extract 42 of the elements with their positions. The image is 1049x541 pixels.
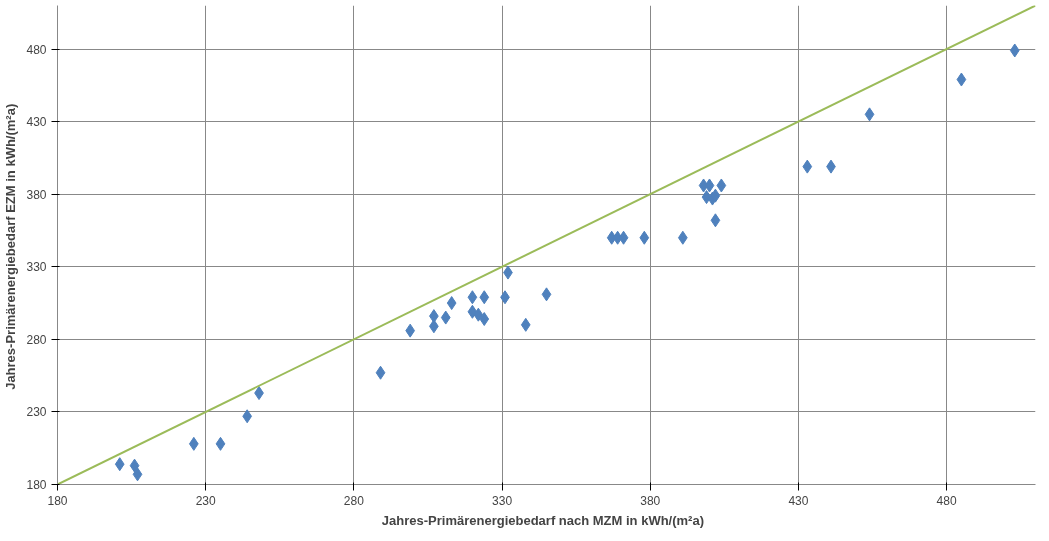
point	[242, 409, 253, 424]
x-tick-label: 280	[343, 493, 365, 508]
point	[215, 436, 226, 451]
point	[467, 290, 478, 305]
point	[618, 230, 629, 245]
point	[704, 178, 715, 193]
y-tick-label: 330	[26, 260, 47, 275]
point	[188, 436, 199, 451]
y-tick-label: 430	[26, 115, 47, 130]
y-tick-label: 480	[26, 42, 47, 57]
x-axis-title: Jahres-Primärenergiebedarf nach MZM in kWh/(m²a)	[381, 512, 704, 528]
point	[716, 178, 727, 193]
point	[677, 230, 688, 245]
point	[440, 310, 451, 325]
point	[710, 213, 721, 228]
point	[864, 107, 875, 122]
point	[479, 312, 490, 327]
x-tick-label: 480	[936, 493, 957, 508]
point	[132, 467, 143, 482]
point	[1009, 43, 1020, 58]
point	[802, 159, 813, 174]
point	[129, 458, 140, 473]
x-tick-label: 230	[195, 493, 217, 508]
point	[446, 296, 457, 311]
point	[114, 457, 125, 472]
point	[639, 230, 650, 245]
point	[479, 290, 490, 305]
point	[541, 287, 552, 302]
point	[520, 317, 531, 332]
y-axis-title: Jahres-Primärenergiebedarf EZM in kWh/(m²a)	[3, 103, 19, 390]
x-tick-label: 380	[640, 493, 661, 508]
y-tick-label: 230	[26, 405, 47, 420]
x-tick-label: 180	[47, 493, 68, 508]
x-tick-label: 330	[492, 493, 513, 508]
point	[375, 365, 386, 380]
point	[405, 323, 416, 338]
point	[956, 72, 967, 87]
point	[473, 307, 484, 322]
y-tick-label: 180	[26, 478, 47, 492]
y-tick-label: 280	[26, 332, 47, 347]
x-tick-label: 430	[788, 493, 809, 508]
y-tick-label: 380	[26, 187, 47, 202]
